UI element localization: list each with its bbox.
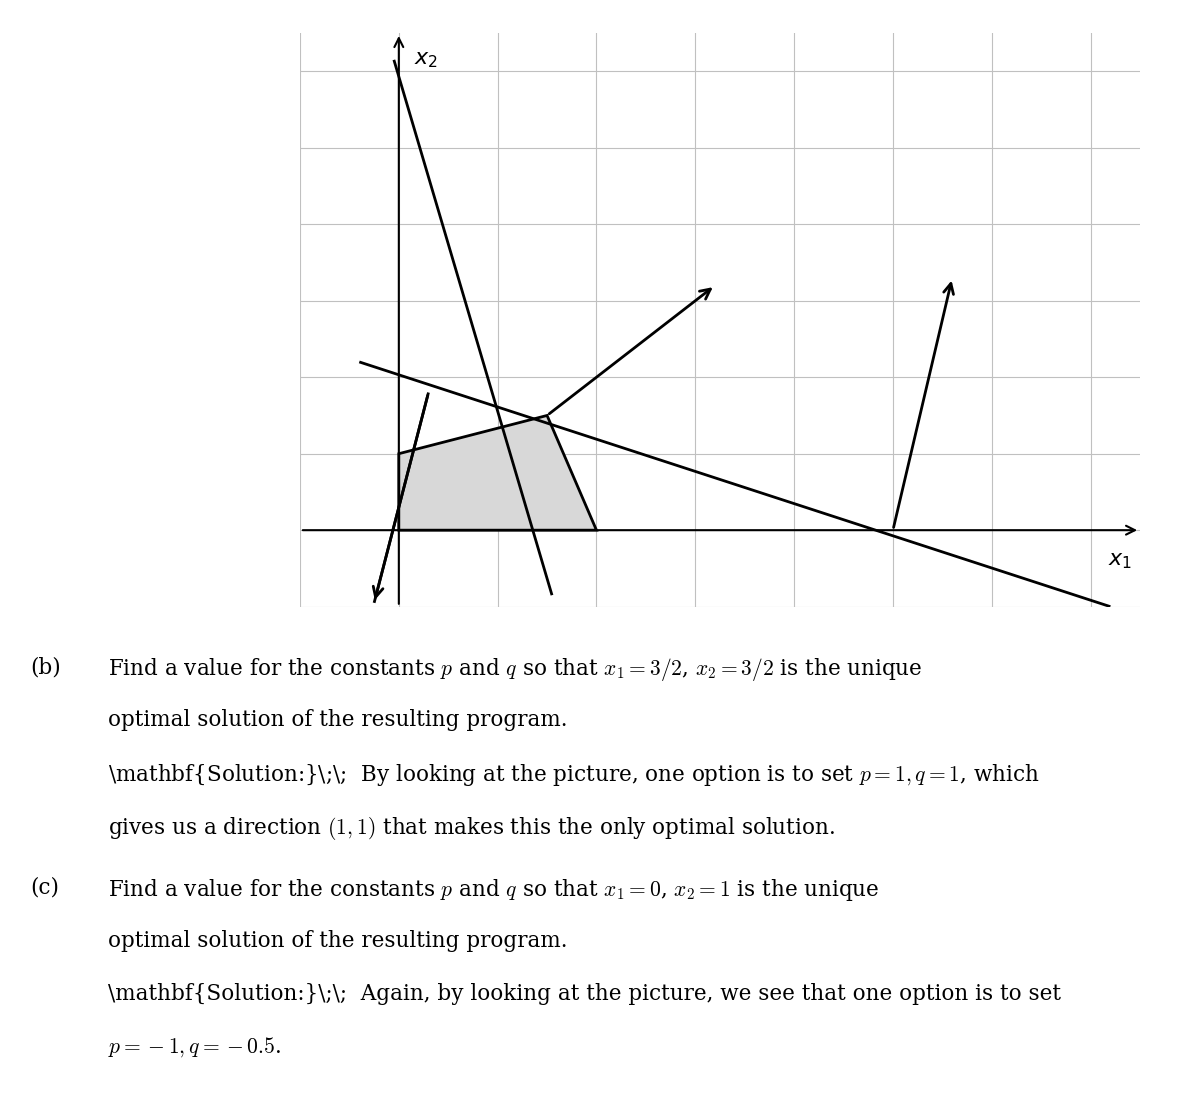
Text: Find a value for the constants $p$ and $q$ so that $x_1 = 0$, $x_2 = 1$ is the u: Find a value for the constants $p$ and $…: [108, 877, 880, 903]
Text: $p = -1, q = -0.5$.: $p = -1, q = -0.5$.: [108, 1036, 281, 1060]
Text: $x_2$: $x_2$: [414, 49, 438, 71]
Text: \mathbf{Solution:}\;\;  Again, by looking at the picture, we see that one option: \mathbf{Solution:}\;\; Again, by looking…: [108, 983, 1061, 1005]
Polygon shape: [398, 416, 596, 531]
Text: Find a value for the constants $p$ and $q$ so that $x_1 = 3/2$, $x_2 = 3/2$ is t: Find a value for the constants $p$ and $…: [108, 656, 923, 683]
Text: $x_1$: $x_1$: [1108, 549, 1133, 571]
Text: (b): (b): [30, 656, 61, 678]
Text: gives us a direction $(1, 1)$ that makes this the only optimal solution.: gives us a direction $(1, 1)$ that makes…: [108, 815, 835, 842]
Text: \mathbf{Solution:}\;\;  By looking at the picture, one option is to set $p = 1, : \mathbf{Solution:}\;\; By looking at the…: [108, 762, 1039, 789]
Text: optimal solution of the resulting program.: optimal solution of the resulting progra…: [108, 930, 568, 952]
Text: optimal solution of the resulting program.: optimal solution of the resulting progra…: [108, 709, 568, 731]
Text: (c): (c): [30, 877, 59, 899]
